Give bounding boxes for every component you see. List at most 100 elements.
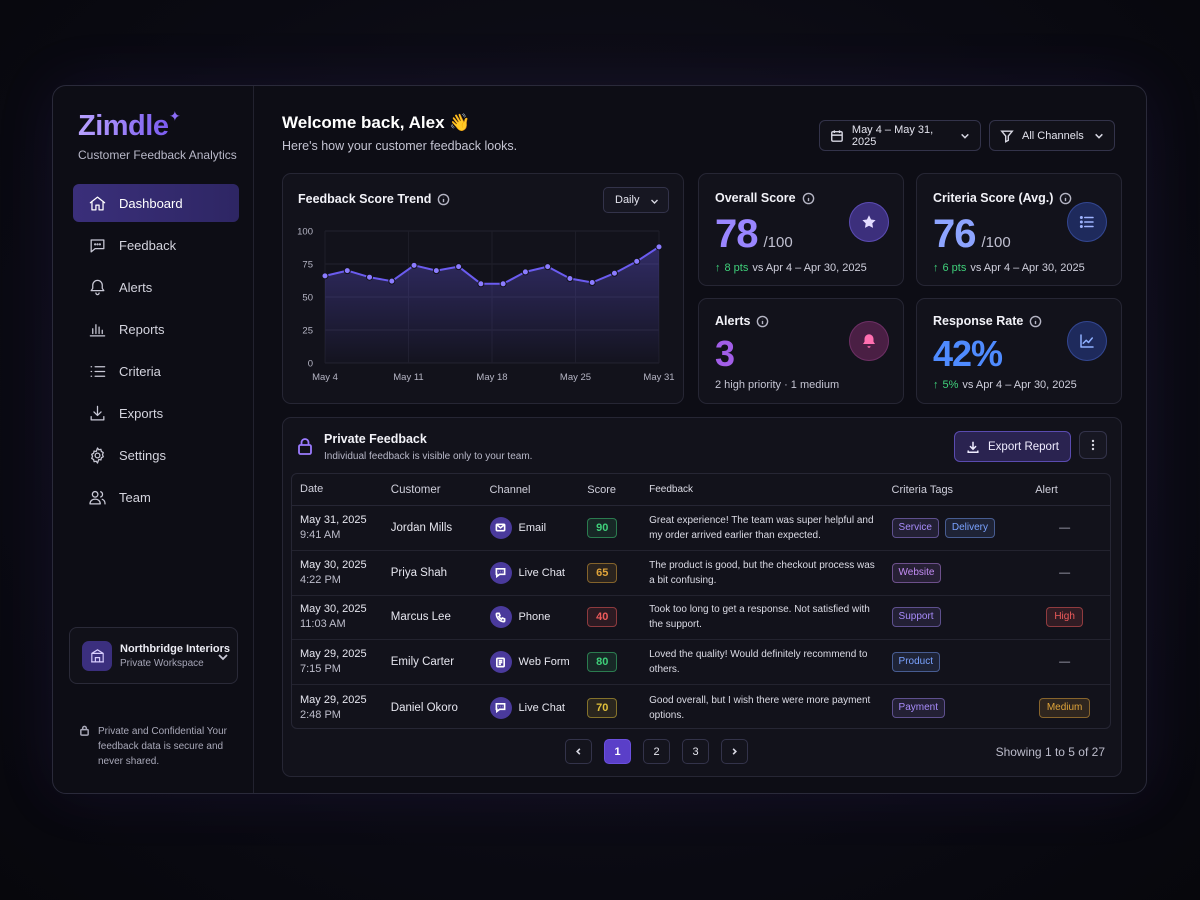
arrow-up-icon: ↑ bbox=[715, 262, 721, 274]
sidebar-item-label: Criteria bbox=[119, 363, 161, 379]
row-score: 80 bbox=[587, 652, 649, 673]
row-alert: Medium bbox=[1019, 697, 1110, 718]
overall-score-value: 78 /100 bbox=[715, 212, 793, 257]
more-options-button[interactable] bbox=[1079, 431, 1107, 459]
workspace-switcher[interactable]: Northbridge Interiors Private Workspace bbox=[69, 627, 238, 684]
column-header[interactable]: Score bbox=[587, 483, 617, 496]
row-feedback: Good overall, but I wish there were more… bbox=[649, 694, 871, 721]
criteria-tag[interactable]: Delivery bbox=[944, 517, 996, 538]
sidebar-item-criteria[interactable]: Criteria bbox=[73, 352, 239, 390]
trend-point bbox=[321, 272, 329, 280]
row-channel: Email bbox=[489, 516, 588, 539]
sidebar-item-reports[interactable]: Reports bbox=[73, 310, 239, 348]
trend-up-icon bbox=[1067, 321, 1107, 361]
calendar-icon bbox=[831, 129, 843, 142]
trend-title-text: Feedback Score Trend bbox=[298, 192, 432, 206]
column-header[interactable]: Customer bbox=[390, 483, 441, 496]
page-button[interactable]: 1 bbox=[604, 739, 631, 764]
chevron-down-icon bbox=[1095, 133, 1103, 139]
row-date: May 30, 2025 11:03 AM bbox=[292, 602, 391, 632]
row-customer: Marcus Lee bbox=[390, 611, 451, 624]
x-tick-label: May 18 bbox=[476, 372, 507, 383]
page-title: Welcome back, Alex 👋 bbox=[282, 113, 471, 132]
arrow-up-icon: ↑ bbox=[933, 262, 939, 274]
response-rate-title: Response Rate bbox=[933, 314, 1042, 328]
row-feedback: Loved the quality! Would definitely reco… bbox=[649, 649, 868, 676]
time-text: 2:48 PM bbox=[300, 708, 341, 721]
table-row[interactable]: May 29, 2025 7:15 PM Emily Carter Web Form 8… bbox=[292, 640, 1110, 686]
page-button[interactable]: 2 bbox=[643, 739, 670, 764]
channel-filter[interactable]: All Channels bbox=[989, 120, 1115, 151]
channel-label: Web Form bbox=[518, 656, 570, 669]
export-report-button[interactable]: Export Report bbox=[954, 431, 1071, 462]
x-tick-label: May 25 bbox=[560, 372, 591, 383]
overall-score-change: ↑ 8 pts vs Apr 4 – Apr 30, 2025 bbox=[715, 262, 867, 274]
info-icon[interactable] bbox=[756, 315, 769, 328]
y-tick-label: 50 bbox=[302, 293, 313, 304]
row-date: May 30, 2025 4:22 PM bbox=[292, 558, 391, 588]
brand-logo: Zimdle bbox=[78, 110, 169, 142]
column-header[interactable]: Date bbox=[300, 483, 324, 495]
column-header[interactable]: Criteria Tags bbox=[891, 483, 954, 496]
criteria-tag[interactable]: Support bbox=[891, 607, 941, 628]
sparkle-icon: ✦ bbox=[169, 108, 181, 124]
period-label: Daily bbox=[615, 194, 640, 206]
row-customer: Jordan Mills bbox=[390, 521, 453, 534]
overall-score-title-text: Overall Score bbox=[715, 191, 796, 205]
table-row[interactable]: May 30, 2025 11:03 AM Marcus Lee Phone 40 Too… bbox=[292, 596, 1110, 641]
date-range-picker[interactable]: May 4 – May 31, 2025 bbox=[819, 120, 981, 151]
chevron-right-icon bbox=[732, 748, 737, 755]
criteria-tag[interactable]: Product bbox=[891, 652, 940, 673]
criteria-score-delta: 6 pts bbox=[942, 262, 967, 274]
x-tick-label: May 31 bbox=[643, 372, 674, 383]
period-select[interactable]: Daily bbox=[603, 187, 669, 213]
column-header[interactable]: Alert bbox=[1035, 483, 1058, 496]
column-header[interactable]: Channel bbox=[489, 483, 531, 496]
criteria-tag[interactable]: Website bbox=[891, 562, 942, 583]
chat-icon bbox=[87, 235, 107, 255]
column-header[interactable]: Feedback bbox=[649, 484, 694, 495]
sidebar-item-dashboard[interactable]: Dashboard bbox=[73, 184, 239, 222]
info-icon[interactable] bbox=[802, 192, 815, 205]
row-customer: Emily Carter bbox=[390, 656, 455, 669]
trend-point bbox=[544, 263, 552, 271]
table-row[interactable]: May 31, 2025 9:41 AM Jordan Mills Email 90 Gr… bbox=[292, 506, 1110, 551]
pagination: 1 2 3 bbox=[565, 739, 748, 764]
feedback-table: Date Customer Channel Score Feedback Cri… bbox=[291, 473, 1111, 729]
trend-point bbox=[655, 243, 663, 251]
criteria-tag[interactable]: Service bbox=[891, 517, 939, 538]
response-rate-number: 42% bbox=[933, 333, 1003, 374]
chevron-down-icon[interactable] bbox=[217, 650, 229, 662]
row-date: May 29, 2025 2:48 PM bbox=[292, 693, 391, 723]
sidebar-item-settings[interactable]: Settings bbox=[73, 436, 239, 474]
criteria-tag[interactable]: Payment bbox=[891, 697, 945, 718]
row-score: 70 bbox=[587, 697, 649, 718]
prev-page-button[interactable] bbox=[565, 739, 592, 764]
trend-point bbox=[455, 263, 463, 271]
info-icon[interactable] bbox=[1059, 192, 1072, 205]
sidebar-item-exports[interactable]: Exports bbox=[73, 394, 239, 432]
sidebar-item-alerts[interactable]: Alerts bbox=[73, 268, 239, 306]
info-icon[interactable] bbox=[1029, 315, 1042, 328]
trend-point bbox=[566, 275, 574, 283]
date-text: May 29, 2025 bbox=[300, 693, 367, 706]
channel-label: Email bbox=[518, 521, 547, 534]
row-tags: Website bbox=[891, 562, 1020, 583]
y-tick-label: 100 bbox=[297, 227, 313, 238]
sidebar-item-team[interactable]: Team bbox=[73, 478, 239, 516]
next-page-button[interactable] bbox=[721, 739, 748, 764]
alert-none: — bbox=[1059, 656, 1071, 669]
alerts-value: 3 bbox=[715, 333, 735, 375]
table-row[interactable]: May 30, 2025 4:22 PM Priya Shah Live Chat 65… bbox=[292, 551, 1110, 596]
trend-point bbox=[610, 269, 618, 277]
privacy-text: Private and Confidential Your feedback d… bbox=[98, 726, 227, 767]
trend-point bbox=[366, 273, 374, 281]
info-icon[interactable] bbox=[437, 193, 450, 206]
page-button[interactable]: 3 bbox=[682, 739, 709, 764]
x-tick-label: May 11 bbox=[393, 372, 423, 383]
table-row[interactable]: May 29, 2025 2:48 PM Daniel Okoro Live Chat… bbox=[292, 685, 1110, 728]
app-window: Zimdle ✦ Customer Feedback Analytics Das… bbox=[52, 85, 1147, 794]
form-icon bbox=[489, 651, 512, 674]
trend-point bbox=[343, 267, 351, 275]
sidebar-item-feedback[interactable]: Feedback bbox=[73, 226, 239, 264]
